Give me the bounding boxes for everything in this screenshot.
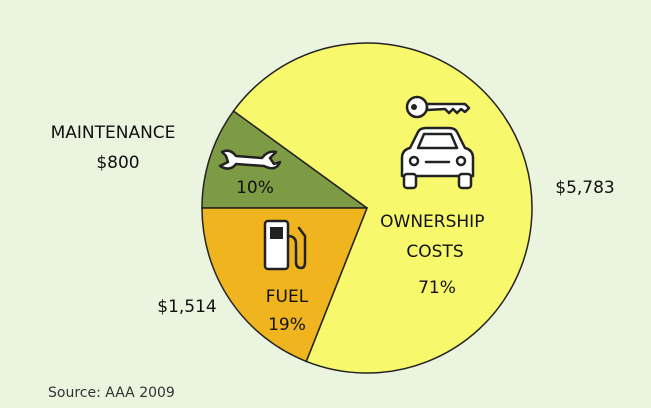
- fuel-pump-icon: [263, 219, 307, 271]
- wrench-icon: [218, 149, 282, 170]
- amount-label: $800: [96, 153, 139, 173]
- slice-label: FUEL: [266, 287, 309, 307]
- percent-label: 19%: [268, 315, 306, 335]
- amount-label: $1,514: [157, 297, 216, 317]
- slice: [201, 109, 370, 209]
- key-icon: [405, 95, 471, 119]
- percent-label: 71%: [418, 278, 456, 298]
- car-icon: [400, 126, 475, 190]
- icons: [218, 95, 475, 271]
- slice: [201, 207, 369, 363]
- slice: [232, 42, 533, 374]
- slice-label: OWNERSHIP COSTS: [380, 212, 490, 262]
- slice-label: MAINTENANCE: [51, 123, 176, 143]
- pie: [201, 42, 533, 374]
- percent-label: 10%: [236, 178, 274, 198]
- amount-label: $5,783: [555, 178, 614, 198]
- source: Source: AAA 2009: [48, 385, 175, 401]
